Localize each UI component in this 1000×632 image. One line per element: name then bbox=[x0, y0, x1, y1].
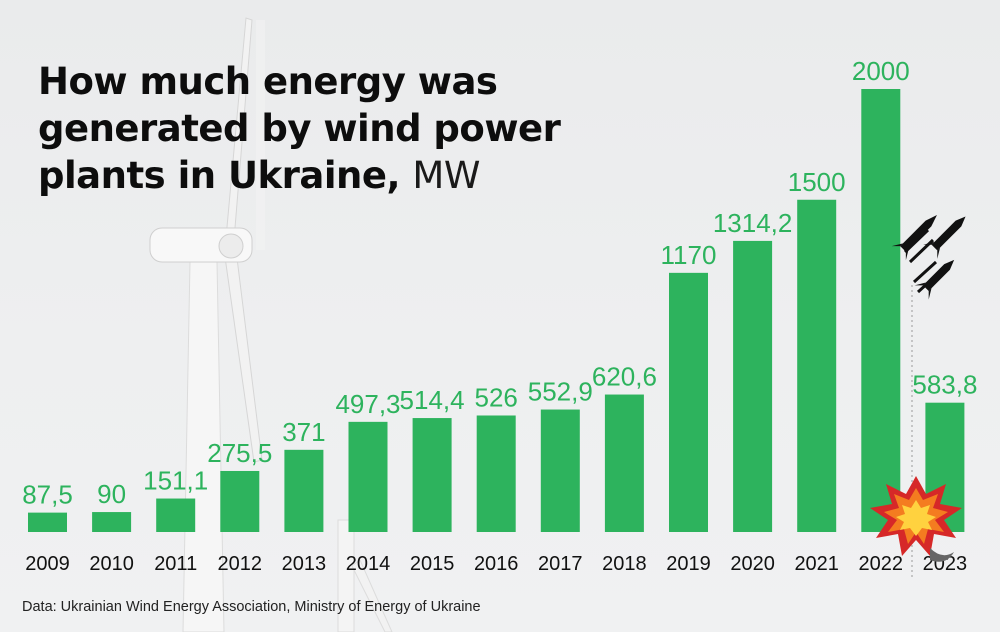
bar-2012 bbox=[220, 470, 260, 532]
year-label-2019: 2019 bbox=[666, 553, 711, 575]
bar-2009 bbox=[28, 512, 67, 532]
year-label-2011: 2011 bbox=[154, 553, 197, 575]
bar-2018 bbox=[604, 394, 644, 532]
bar-2016 bbox=[476, 415, 516, 532]
explosion-icon bbox=[870, 476, 962, 562]
value-label-2022: 2000 bbox=[852, 56, 910, 86]
value-label-2010: 90 bbox=[97, 479, 126, 509]
value-label-2009: 87,5 bbox=[22, 480, 73, 510]
year-label-2021: 2021 bbox=[794, 553, 839, 575]
year-label-2015: 2015 bbox=[410, 553, 455, 575]
bar-2013 bbox=[284, 449, 324, 532]
value-label-2019: 1170 bbox=[661, 240, 717, 270]
value-label-2020: 1314,2 bbox=[713, 208, 793, 238]
missiles-icon bbox=[891, 215, 966, 300]
source-note: Data: Ukrainian Wind Energy Association,… bbox=[22, 599, 481, 615]
value-label-2018: 620,6 bbox=[592, 362, 657, 392]
title-unit: MW bbox=[412, 154, 480, 197]
year-label-2009: 2009 bbox=[25, 553, 70, 575]
value-label-2015: 514,4 bbox=[400, 385, 465, 415]
value-label-2023: 583,8 bbox=[912, 370, 977, 400]
value-label-2012: 275,5 bbox=[207, 438, 272, 468]
year-label-2016: 2016 bbox=[474, 553, 519, 575]
value-label-2011: 151,1 bbox=[143, 466, 208, 496]
value-label-2014: 497,3 bbox=[335, 389, 400, 419]
bars-group bbox=[28, 89, 965, 532]
value-label-2017: 552,9 bbox=[528, 377, 593, 407]
year-label-2010: 2010 bbox=[89, 553, 134, 575]
bar-2019 bbox=[669, 272, 708, 532]
year-label-2022: 2022 bbox=[859, 553, 904, 575]
bar-2017 bbox=[540, 409, 580, 532]
chart-title: How much energy was generated by wind po… bbox=[38, 58, 598, 199]
year-label-2017: 2017 bbox=[538, 553, 583, 575]
bar-2011 bbox=[156, 498, 196, 532]
year-labels-group: 2009 2010 2011 2012 2013 2014 2015 2016 2017 2018… bbox=[25, 553, 967, 575]
bar-2020 bbox=[733, 240, 773, 532]
year-label-2013: 2013 bbox=[282, 553, 327, 575]
value-label-2016: 526 bbox=[475, 382, 518, 412]
bar-2022 bbox=[861, 89, 901, 532]
title-text: How much energy was generated by wind po… bbox=[38, 60, 561, 197]
value-label-2013: 371 bbox=[282, 417, 325, 447]
value-label-2021: 1500 bbox=[788, 167, 846, 197]
year-label-2014: 2014 bbox=[346, 553, 391, 575]
year-label-2020: 2020 bbox=[730, 553, 775, 575]
bar-2014 bbox=[348, 421, 388, 532]
bar-2021 bbox=[797, 199, 837, 532]
bar-2015 bbox=[412, 418, 452, 532]
year-label-2018: 2018 bbox=[602, 553, 647, 575]
year-label-2012: 2012 bbox=[218, 553, 263, 575]
bar-2010 bbox=[92, 512, 132, 532]
